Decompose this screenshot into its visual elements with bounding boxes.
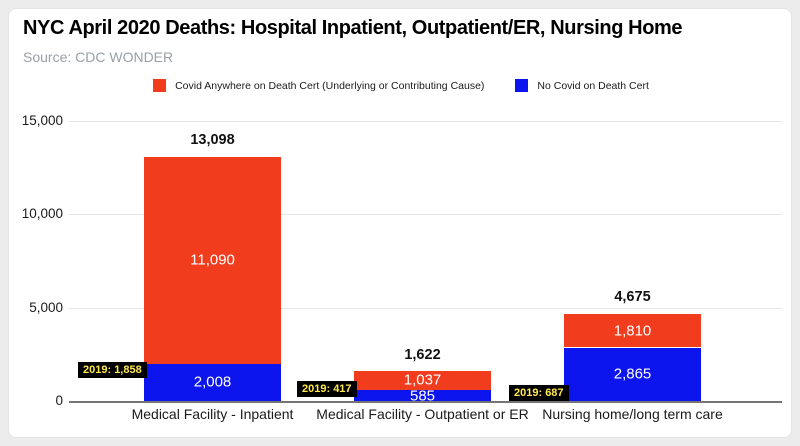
y-tick-5000: 5,000 bbox=[29, 300, 63, 315]
bar3-no-covid-value: 2,865 bbox=[613, 365, 652, 383]
gridline-10000 bbox=[69, 214, 782, 215]
bar3-total-label: 4,675 bbox=[614, 289, 651, 305]
no-covid-swatch-icon bbox=[515, 79, 529, 92]
bar3-covid-segment: 1,810 bbox=[564, 313, 701, 348]
gridline-15000 bbox=[69, 121, 782, 122]
gridline-5000 bbox=[69, 308, 782, 309]
bar1-covid-segment: 11,090 bbox=[144, 156, 281, 364]
bar2-category-label: Medical Facility - Outpatient or ER bbox=[316, 406, 529, 422]
bar1-covid-value: 11,090 bbox=[190, 251, 235, 269]
plot-area: 15,000 10,000 5,000 0 13,098 11,090 2,00… bbox=[9, 9, 793, 439]
bar3-covid-value: 1,810 bbox=[613, 322, 652, 340]
legend-item-covid: Covid Anywhere on Death Cert (Underlying… bbox=[153, 79, 484, 92]
bar2-covid-value: 1,037 bbox=[403, 371, 442, 389]
covid-swatch-icon bbox=[153, 79, 167, 92]
bar3-category-label: Nursing home/long term care bbox=[542, 406, 723, 422]
y-tick-15000: 15,000 bbox=[21, 113, 63, 128]
legend-label-covid: Covid Anywhere on Death Cert (Underlying… bbox=[175, 79, 485, 92]
y-tick-0: 0 bbox=[55, 393, 63, 408]
bar2-no-covid-value: 585 bbox=[409, 387, 436, 404]
x-axis-line bbox=[69, 401, 782, 403]
bar1-category-label: Medical Facility - Inpatient bbox=[131, 406, 294, 422]
bar2-covid-segment: 1,037 bbox=[354, 370, 491, 390]
bar2-2019-annotation: 2019: 417 bbox=[297, 380, 357, 397]
source-label: Source: CDC WONDER bbox=[23, 49, 174, 65]
bar1-2019-annotation: 2019: 1,858 bbox=[78, 362, 147, 378]
bar3-2019-annotation: 2019: 687 bbox=[509, 384, 569, 401]
bar2-no-covid-segment: 585 bbox=[354, 387, 491, 404]
bar1-no-covid-value: 2,008 bbox=[193, 373, 232, 391]
bar1-no-covid-segment: 2,008 bbox=[144, 363, 281, 401]
legend-label-no-covid: No Covid on Death Cert bbox=[537, 79, 649, 92]
y-tick-10000: 10,000 bbox=[21, 206, 63, 221]
page-title: NYC April 2020 Deaths: Hospital Inpatien… bbox=[23, 17, 683, 39]
bar3-no-covid-segment: 2,865 bbox=[564, 347, 701, 401]
bar1-total-label: 13,098 bbox=[190, 132, 235, 148]
bar2-total-label: 1,622 bbox=[404, 347, 441, 363]
chart-card: NYC April 2020 Deaths: Hospital Inpatien… bbox=[8, 8, 792, 438]
legend: Covid Anywhere on Death Cert (Underlying… bbox=[9, 79, 793, 92]
legend-item-no-covid: No Covid on Death Cert bbox=[515, 79, 649, 92]
